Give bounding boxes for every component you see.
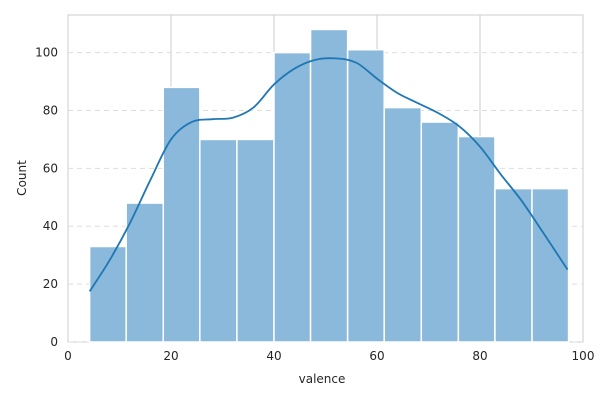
- y-tick-label: 80: [43, 103, 58, 117]
- histogram-bar: [346, 48, 385, 343]
- x-tick-label: 20: [163, 349, 178, 363]
- histogram-bar: [88, 245, 127, 343]
- histogram-bars: [88, 28, 570, 343]
- histogram-bar: [309, 28, 349, 343]
- histogram-bar: [125, 202, 165, 343]
- histogram-bar: [199, 138, 238, 343]
- histogram-bar: [420, 121, 460, 343]
- x-tick-label: 0: [64, 349, 72, 363]
- histogram-bar: [531, 187, 570, 343]
- x-tick-label: 80: [472, 349, 487, 363]
- x-axis-label: valence: [299, 372, 346, 386]
- y-tick-labels: 0 20 40 60 80 100: [35, 46, 58, 349]
- histogram-bar: [236, 138, 275, 343]
- y-tick-label: 0: [50, 335, 58, 349]
- kde-curve-group: [88, 57, 569, 292]
- y-tick-label: 60: [43, 161, 58, 175]
- y-tick-label: 20: [43, 277, 58, 291]
- histogram-bar: [383, 106, 423, 343]
- y-axis-label: Count: [15, 160, 29, 196]
- histogram-bar: [494, 187, 533, 343]
- y-tick-label: 40: [43, 219, 58, 233]
- histogram-bar: [273, 51, 312, 343]
- x-tick-labels: 0 20 40 60 80 100: [64, 349, 594, 363]
- x-tick-label: 60: [369, 349, 384, 363]
- x-tick-label: 40: [266, 349, 281, 363]
- histogram-bar: [162, 86, 201, 343]
- kde-curve: [88, 57, 569, 292]
- x-tick-label: 100: [572, 349, 595, 363]
- histogram-bar: [457, 135, 496, 343]
- y-tick-label: 100: [35, 46, 58, 60]
